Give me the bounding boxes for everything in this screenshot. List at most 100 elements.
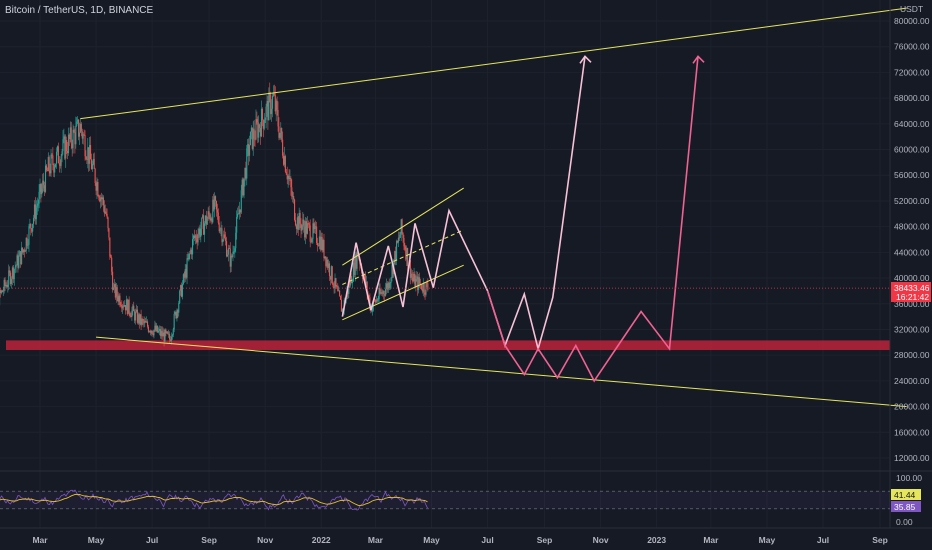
- candle-body: [246, 148, 248, 179]
- trendline-lower[interactable]: [96, 336, 907, 408]
- candle-body: [426, 282, 428, 284]
- candle-body: [228, 248, 230, 250]
- candle-body: [196, 239, 198, 243]
- projection-path-light[interactable]: [341, 56, 586, 352]
- candle-body: [388, 282, 390, 288]
- candle-body: [84, 134, 86, 157]
- candle-body: [117, 296, 119, 302]
- candle-body: [71, 143, 73, 149]
- candle-body: [268, 92, 270, 121]
- candle-body: [39, 184, 41, 192]
- time-axis[interactable]: Mar May Jul Sep Nov 2022 Mar May Jul Sep Nov 2023 Ma…: [32, 535, 887, 545]
- candle-body: [226, 241, 228, 257]
- candle-body: [416, 276, 418, 280]
- candle-body: [232, 251, 234, 257]
- candle-body: [101, 197, 104, 200]
- candle-body: [6, 285, 8, 288]
- trendline-upper[interactable]: [80, 7, 907, 120]
- time-tick-label: Jul: [481, 535, 493, 545]
- rsi-tick-0: 0.00: [896, 517, 913, 527]
- candle-body: [225, 237, 227, 242]
- projection-path-pink[interactable]: [486, 56, 699, 383]
- candle-body: [412, 277, 414, 282]
- candle-body: [148, 331, 150, 332]
- candle-body: [379, 288, 381, 294]
- candle-body: [398, 237, 400, 239]
- candle-body: [295, 225, 297, 229]
- candle-body: [419, 277, 421, 284]
- candle-body: [390, 277, 392, 283]
- candle-body: [54, 166, 56, 173]
- candle-body: [312, 223, 314, 239]
- price-tick-label: 36000.00: [894, 299, 930, 309]
- price-axis[interactable]: 80000.00 76000.00 72000.00 68000.00 64000.00…: [894, 16, 930, 463]
- candle-body: [251, 127, 253, 149]
- candle-body: [7, 284, 9, 288]
- projection-arrowhead-light: [579, 55, 592, 64]
- grid: [0, 0, 890, 528]
- candle-body: [297, 217, 299, 230]
- candle-body: [135, 311, 137, 321]
- candle-body: [194, 235, 196, 238]
- candle-body: [113, 284, 115, 288]
- price-tick-label: 68000.00: [894, 93, 930, 103]
- candle-body: [63, 136, 65, 140]
- candle-body: [260, 127, 262, 137]
- candle-body: [419, 283, 422, 285]
- candle-body: [81, 131, 83, 139]
- candle-body: [422, 283, 424, 292]
- candle-body: [139, 314, 141, 324]
- candle-body: [267, 101, 269, 121]
- candle-body: [158, 329, 161, 331]
- candle-body: [149, 331, 151, 333]
- candle-body: [248, 145, 251, 156]
- candle-body: [302, 219, 304, 226]
- candle-body: [77, 119, 79, 122]
- candle-body: [351, 276, 353, 284]
- candle-body: [150, 330, 152, 333]
- candle-body: [29, 223, 31, 227]
- candle-body: [8, 270, 10, 285]
- candle-body: [75, 125, 77, 145]
- price-tick-label: 52000.00: [894, 196, 930, 206]
- candle-body: [19, 251, 21, 257]
- time-tick-label: Sep: [537, 535, 553, 545]
- candle-body: [202, 215, 204, 218]
- candle-body: [377, 299, 379, 301]
- rsi-panel[interactable]: [0, 489, 890, 511]
- candle-body: [104, 211, 106, 214]
- candle-body: [171, 334, 173, 337]
- candle-body: [252, 128, 254, 149]
- current-price-badge: 38433.46 16:21:42: [891, 282, 931, 302]
- candle-body: [290, 177, 292, 188]
- candle-body: [273, 93, 275, 95]
- candle-body: [201, 217, 203, 229]
- candle-body: [220, 228, 222, 230]
- candle-body: [401, 219, 403, 234]
- candle-body: [205, 215, 207, 225]
- candle-body: [354, 254, 356, 275]
- candle-body: [144, 320, 146, 324]
- candle-body: [219, 228, 221, 232]
- candle-body: [182, 274, 184, 285]
- trendlines[interactable]: [80, 7, 907, 408]
- trendline-channel-bottom[interactable]: [342, 264, 464, 321]
- candle-body: [165, 329, 167, 334]
- trendline-channel-top[interactable]: [342, 187, 464, 266]
- candle-body: [203, 215, 205, 235]
- candle-body: [31, 228, 33, 232]
- candle-body: [170, 336, 172, 341]
- candle-body: [414, 273, 416, 288]
- candle-body: [106, 213, 108, 218]
- projections[interactable]: [341, 55, 705, 383]
- candle-body: [241, 179, 243, 191]
- rsi-badges: 41.44 35.85: [891, 489, 921, 512]
- candle-body: [0, 290, 2, 294]
- candle-body: [80, 123, 82, 132]
- candle-body: [318, 236, 320, 247]
- candle-body: [132, 305, 134, 311]
- candle-body: [208, 211, 210, 215]
- candle-body: [204, 215, 206, 224]
